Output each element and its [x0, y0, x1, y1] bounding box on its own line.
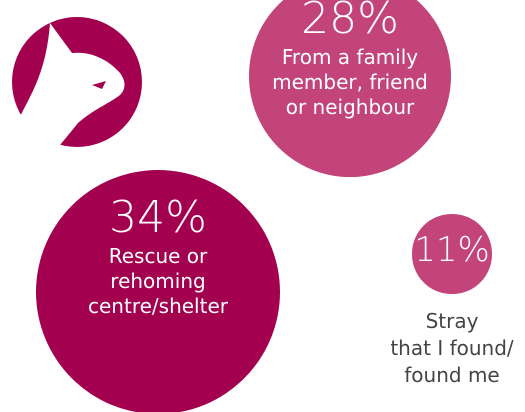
bubble — [249, 0, 451, 177]
category-label: From a family member, friend or neighbou… — [272, 45, 428, 120]
value-label: 34% — [109, 191, 207, 243]
category-label: Stray that I found/ found me — [390, 308, 514, 387]
category-label: Rescue or rehoming centre/shelter — [88, 243, 228, 318]
cat-icon — [12, 17, 142, 147]
bubble — [35, 169, 281, 412]
value-label: 28% — [301, 0, 399, 45]
bubble — [412, 214, 492, 294]
value-label: 11% — [414, 230, 490, 270]
